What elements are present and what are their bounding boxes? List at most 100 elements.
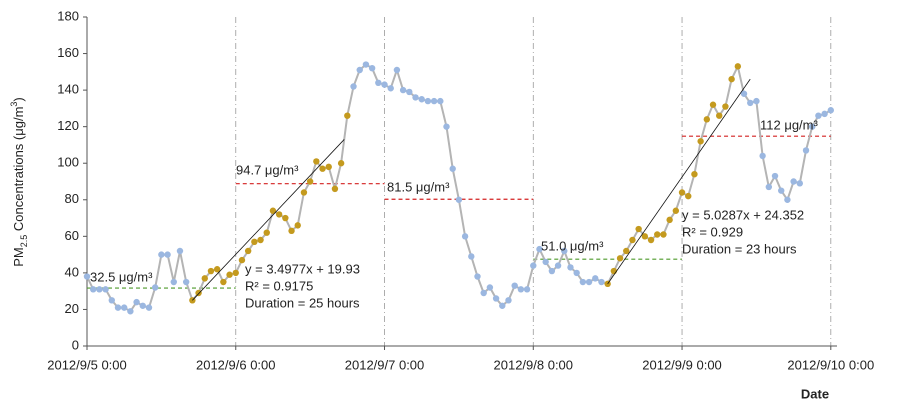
data-point (554, 262, 562, 269)
data-point (102, 286, 109, 293)
data-point (418, 96, 425, 103)
y-tick-label: 40 (65, 264, 79, 279)
data-point (399, 86, 407, 94)
data-point (709, 101, 717, 108)
data-point (567, 264, 574, 271)
data-point (697, 138, 704, 145)
data-point (424, 97, 432, 105)
data-point (536, 245, 543, 253)
y-tick-label: 120 (57, 118, 79, 133)
data-point (443, 123, 450, 130)
data-point (331, 185, 339, 193)
data-point (213, 266, 221, 273)
trend-text: y = 5.0287x + 24.352 (682, 207, 804, 222)
data-point (226, 271, 233, 278)
data-point (598, 278, 605, 286)
data-point (158, 251, 165, 258)
data-point (647, 236, 655, 244)
data-point (164, 251, 171, 258)
data-point (616, 255, 624, 262)
data-point (827, 107, 835, 114)
data-point (381, 81, 388, 88)
data-point (771, 172, 779, 180)
y-tick-label: 0 (72, 337, 79, 352)
x-tick-label: 2012/9/6 0:00 (196, 357, 276, 372)
data-point (244, 247, 252, 255)
data-point (238, 256, 246, 264)
data-point (263, 229, 270, 236)
data-point (406, 88, 413, 96)
data-point (641, 233, 649, 240)
data-point (269, 207, 277, 214)
data-point (480, 289, 487, 297)
y-axis-label: PM2.5 Concentrations (μg/m3) (9, 97, 29, 267)
data-point (461, 233, 469, 240)
y-tick-label: 100 (57, 155, 79, 170)
data-point (437, 97, 444, 105)
y-label-sub: 2.5 (19, 235, 29, 248)
data-point (765, 183, 773, 191)
x-tick-label: 2012/9/9 0:00 (642, 357, 722, 372)
data-point (691, 170, 698, 178)
data-point (802, 147, 810, 154)
data-point (89, 286, 97, 293)
data-point (251, 238, 258, 246)
data-point (815, 112, 822, 119)
data-point (300, 189, 308, 196)
data-point (108, 297, 115, 304)
data-point (660, 231, 667, 238)
x-tick-label: 2012/9/8 0:00 (494, 357, 574, 372)
data-point (548, 267, 556, 275)
data-point (114, 304, 122, 311)
data-point (195, 289, 202, 297)
data-point (325, 163, 332, 171)
data-point (362, 61, 370, 68)
data-point (83, 273, 91, 280)
data-point (486, 284, 494, 291)
data-point (120, 304, 128, 311)
data-point (722, 103, 729, 110)
data-point (356, 66, 363, 74)
data-point (585, 278, 593, 286)
data-point (672, 207, 680, 214)
data-point (542, 258, 549, 266)
data-point (294, 222, 301, 229)
mean-label: 51.0 μg/m³ (541, 238, 604, 253)
data-point (449, 165, 456, 172)
data-point (561, 247, 568, 255)
data-point (740, 90, 748, 97)
data-point (368, 64, 376, 72)
data-point (821, 110, 828, 118)
data-point (455, 196, 463, 203)
data-point (492, 295, 500, 302)
data-point (207, 267, 215, 275)
y-tick-label: 60 (65, 228, 79, 243)
data-point (629, 236, 636, 244)
data-point (170, 278, 177, 286)
data-point (151, 284, 159, 291)
data-point (474, 273, 481, 280)
data-point (666, 216, 673, 224)
data-point (393, 66, 401, 74)
y-tick-label: 160 (57, 45, 79, 60)
data-point (499, 302, 506, 309)
data-point (182, 278, 190, 286)
data-point (257, 236, 264, 244)
data-point (517, 286, 525, 293)
data-point (176, 247, 184, 255)
y-tick-label: 80 (65, 191, 79, 206)
trend-text: Duration = 25 hours (245, 295, 360, 310)
data-point (306, 178, 314, 185)
mean-label: 112 μg/m³ (760, 117, 818, 132)
data-point (573, 269, 580, 277)
trend-text: Duration = 23 hours (682, 241, 797, 256)
data-point (778, 187, 785, 194)
data-point (468, 253, 475, 260)
y-label-part: PM (11, 247, 26, 267)
data-point (319, 165, 326, 172)
data-point (145, 304, 153, 311)
data-point (523, 286, 531, 293)
data-point (592, 275, 599, 282)
trend-text: R² = 0.9175 (245, 278, 313, 293)
data-line (86, 63, 832, 313)
